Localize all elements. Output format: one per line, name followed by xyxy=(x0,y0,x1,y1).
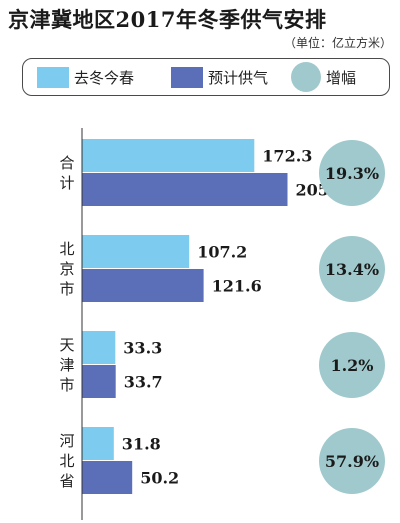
bar-last-winter xyxy=(82,427,114,460)
growth-label: 13.4% xyxy=(325,260,379,279)
bar-planned xyxy=(82,173,288,206)
value-label: 107.2 xyxy=(197,243,247,262)
bar-planned xyxy=(82,365,116,398)
bar-last-winter xyxy=(82,331,116,364)
legend-label-growth: 增幅 xyxy=(326,68,357,87)
unit-label: （单位：亿立方米） xyxy=(283,36,392,50)
growth-circle xyxy=(319,428,385,494)
growth-circle xyxy=(319,236,385,302)
legend-item-growth: 增幅 xyxy=(291,62,357,92)
value-label: 172.3 xyxy=(262,147,312,166)
legend-swatch-planned xyxy=(171,66,203,88)
growth-label: 19.3% xyxy=(325,164,379,183)
growth-circle xyxy=(319,140,385,206)
legend-label-last-winter: 去冬今春 xyxy=(74,68,135,87)
legend-swatch-growth xyxy=(291,62,321,92)
category-label: 天津市 xyxy=(59,336,75,394)
category-label: 河北省 xyxy=(59,432,75,490)
legend-item-planned: 预计供气 xyxy=(171,66,268,88)
bar-planned xyxy=(82,461,133,494)
category-label: 北京市 xyxy=(59,240,75,298)
legend-swatch-last-winter xyxy=(37,66,69,88)
growth-label: 1.2% xyxy=(330,356,373,375)
value-label: 33.7 xyxy=(124,373,163,392)
value-label: 33.3 xyxy=(123,339,162,358)
legend-item-last-winter: 去冬今春 xyxy=(37,66,134,88)
chart-title: 京津冀地区2017年冬季供气安排 xyxy=(8,7,327,32)
bar-last-winter xyxy=(82,235,190,268)
bar-last-winter xyxy=(82,139,255,172)
value-label: 121.6 xyxy=(212,277,262,296)
legend-label-planned: 预计供气 xyxy=(208,68,269,87)
bar-planned xyxy=(82,269,204,302)
growth-label: 57.9% xyxy=(325,452,379,471)
value-label: 50.2 xyxy=(140,469,179,488)
category-label: 合计 xyxy=(59,154,75,192)
value-label: 31.8 xyxy=(122,435,161,454)
growth-circle xyxy=(319,332,385,398)
legend: 去冬今春 预计供气 增幅 xyxy=(22,58,390,96)
